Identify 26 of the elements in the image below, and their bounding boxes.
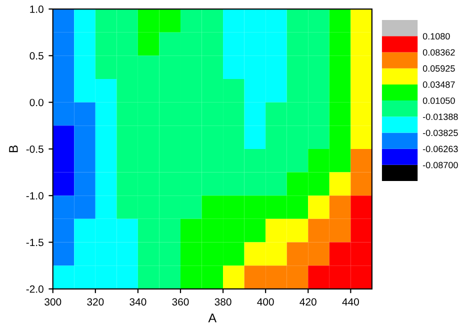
y-tick-label: -1.5 [26, 238, 44, 246]
y-axis-title: B [9, 145, 18, 152]
color-bar-label: 0.05925 [422, 65, 455, 72]
color-bar-label: -0.03825 [422, 130, 458, 136]
x-tick-label: 340 [130, 298, 146, 306]
x-tick-label: 360 [172, 298, 189, 306]
y-tick-label: -0.5 [26, 145, 44, 153]
y-tick-label: 0.0 [30, 98, 44, 106]
color-bar-label: 0.03487 [422, 81, 455, 88]
x-tick-label: 300 [44, 298, 62, 306]
color-bar-label: -0.06263 [422, 146, 458, 152]
x-axis-title: A [208, 314, 217, 322]
y-tick-label: 0.5 [30, 52, 44, 60]
y-tick-label: -1.0 [26, 192, 44, 200]
color-bar-label: 0.08362 [422, 49, 455, 56]
x-tick-label: 320 [87, 298, 104, 306]
x-tick-label: 380 [214, 298, 232, 306]
x-tick-label: 440 [342, 298, 359, 306]
y-tick-label: 1.0 [30, 6, 44, 13]
color-bar-label: 0.01050 [422, 98, 455, 104]
color-bar-label: 0.1080 [422, 33, 450, 40]
color-bar-label: -0.08700 [422, 162, 458, 168]
color-bar-label: -0.01388 [422, 114, 458, 120]
y-tick-label: -2.0 [26, 285, 44, 293]
x-tick-label: 420 [300, 298, 316, 306]
x-tick-label: 400 [257, 298, 274, 306]
